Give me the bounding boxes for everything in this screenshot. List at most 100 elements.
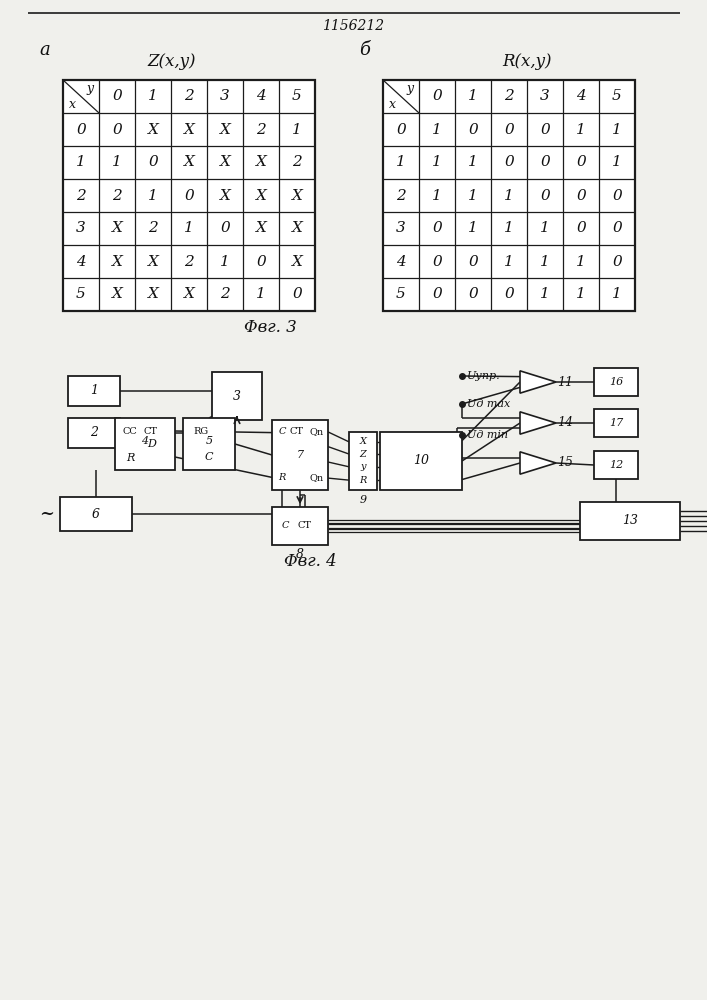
Text: D: D — [148, 439, 156, 449]
Text: R: R — [359, 476, 367, 485]
Text: 1: 1 — [612, 155, 622, 169]
Text: 1: 1 — [292, 122, 302, 136]
Text: X: X — [255, 188, 267, 202]
Text: 1: 1 — [432, 155, 442, 169]
Text: 0: 0 — [432, 288, 442, 302]
Text: 7: 7 — [296, 450, 303, 460]
Text: X: X — [291, 188, 303, 202]
Polygon shape — [520, 371, 556, 393]
Text: 0: 0 — [220, 222, 230, 235]
Text: 1: 1 — [540, 288, 550, 302]
Text: 2: 2 — [396, 188, 406, 202]
Text: CT: CT — [143, 426, 157, 436]
Text: RG: RG — [194, 426, 209, 436]
Text: 1: 1 — [468, 155, 478, 169]
Text: 1: 1 — [220, 254, 230, 268]
Text: 5: 5 — [396, 288, 406, 302]
Bar — [212, 372, 262, 420]
Text: 0: 0 — [540, 122, 550, 136]
Text: 3: 3 — [76, 222, 86, 235]
Bar — [272, 420, 328, 490]
Text: X: X — [148, 288, 158, 302]
Bar — [115, 418, 175, 470]
Text: 15: 15 — [557, 456, 573, 470]
Bar — [594, 451, 638, 479]
Text: 2: 2 — [90, 426, 98, 440]
Text: Uупр.: Uупр. — [467, 371, 501, 381]
Text: Uд max: Uд max — [467, 399, 510, 409]
Text: 1: 1 — [576, 288, 586, 302]
Text: 4: 4 — [141, 436, 148, 446]
Text: 0: 0 — [432, 254, 442, 268]
Text: 1: 1 — [468, 188, 478, 202]
Text: 16: 16 — [609, 377, 623, 387]
Text: R: R — [126, 453, 134, 463]
Text: C: C — [279, 428, 286, 436]
Bar — [383, 80, 635, 311]
Bar — [380, 432, 462, 490]
Text: 0: 0 — [468, 288, 478, 302]
Text: 2: 2 — [220, 288, 230, 302]
Text: 8: 8 — [296, 548, 304, 562]
Text: 2: 2 — [76, 188, 86, 202]
Text: 0: 0 — [468, 254, 478, 268]
Text: 4: 4 — [576, 90, 586, 104]
Text: 11: 11 — [557, 375, 573, 388]
Text: y: y — [406, 82, 413, 95]
Text: б: б — [359, 41, 370, 59]
Text: 1: 1 — [468, 222, 478, 235]
Text: 0: 0 — [504, 288, 514, 302]
Text: 0: 0 — [540, 155, 550, 169]
Text: 2: 2 — [292, 155, 302, 169]
Text: 0: 0 — [292, 288, 302, 302]
Text: 0: 0 — [468, 122, 478, 136]
Text: 0: 0 — [576, 155, 586, 169]
Bar — [580, 502, 680, 540]
Bar — [63, 80, 315, 311]
Text: Φвг. 4: Φвг. 4 — [284, 554, 337, 570]
Text: Qn: Qn — [310, 474, 324, 483]
Bar — [349, 432, 377, 490]
Text: R(x,y): R(x,y) — [502, 52, 551, 70]
Text: 1156212: 1156212 — [322, 19, 384, 33]
Text: 0: 0 — [612, 222, 622, 235]
Text: 1: 1 — [540, 222, 550, 235]
Text: X: X — [291, 222, 303, 235]
Text: 3: 3 — [220, 90, 230, 104]
Text: Uд min: Uд min — [467, 430, 508, 440]
Text: 0: 0 — [76, 122, 86, 136]
Text: x: x — [389, 98, 396, 111]
Text: 0: 0 — [432, 90, 442, 104]
Text: X: X — [184, 122, 194, 136]
Text: X: X — [148, 254, 158, 268]
Text: 3: 3 — [396, 222, 406, 235]
Text: 0: 0 — [576, 188, 586, 202]
Text: 17: 17 — [609, 418, 623, 428]
Text: 0: 0 — [612, 254, 622, 268]
Text: 1: 1 — [612, 288, 622, 302]
Text: CC: CC — [122, 426, 137, 436]
Text: Z(x,y): Z(x,y) — [148, 52, 197, 70]
Text: 12: 12 — [609, 460, 623, 470]
Bar — [60, 497, 132, 531]
Text: 0: 0 — [432, 222, 442, 235]
Text: X: X — [220, 122, 230, 136]
Text: 2: 2 — [112, 188, 122, 202]
Text: 3: 3 — [233, 389, 241, 402]
Text: X: X — [255, 222, 267, 235]
Text: 0: 0 — [504, 155, 514, 169]
Bar — [68, 376, 120, 406]
Bar — [272, 507, 328, 545]
Bar — [594, 409, 638, 437]
Polygon shape — [520, 412, 556, 434]
Text: X: X — [112, 288, 122, 302]
Text: 1: 1 — [148, 188, 158, 202]
Text: 2: 2 — [184, 90, 194, 104]
Text: 1: 1 — [504, 188, 514, 202]
Text: 0: 0 — [148, 155, 158, 169]
Text: 0: 0 — [504, 122, 514, 136]
Text: 10: 10 — [413, 454, 429, 468]
Text: 4: 4 — [396, 254, 406, 268]
Text: 6: 6 — [92, 508, 100, 520]
Text: R: R — [279, 474, 286, 483]
